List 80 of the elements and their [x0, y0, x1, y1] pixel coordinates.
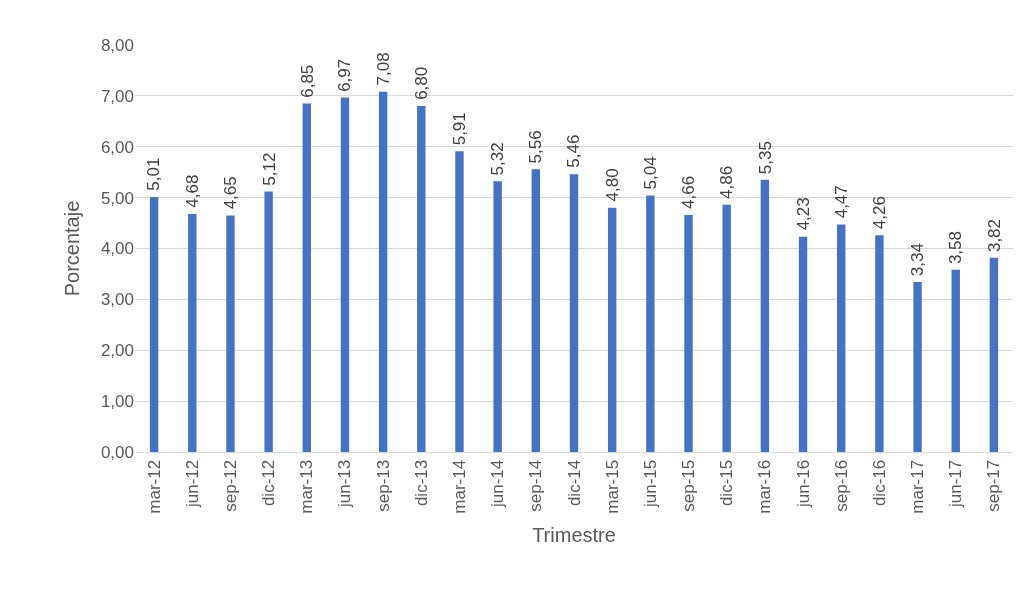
data-label: 5,56	[526, 130, 546, 164]
x-tick-label: sep-12	[220, 459, 240, 512]
x-tick-label: sep-15	[679, 459, 699, 512]
bar	[951, 269, 960, 452]
data-label: 3,58	[946, 231, 966, 265]
bar	[493, 181, 502, 452]
x-tick-label: dic-12	[259, 459, 279, 507]
data-label: 7,08	[373, 52, 393, 86]
bar	[378, 91, 388, 452]
data-label: 4,65	[220, 176, 240, 210]
bar	[569, 174, 579, 452]
x-tick-label: mar-13	[297, 459, 317, 514]
y-tick-label: 7,00	[100, 86, 134, 106]
bar	[226, 215, 235, 452]
y-tick-label: 4,00	[100, 239, 134, 259]
data-label: 3,34	[907, 243, 927, 277]
x-tick-label: sep-17	[984, 459, 1004, 512]
bar	[340, 97, 350, 452]
y-tick-label: 8,00	[100, 35, 134, 55]
data-label: 5,12	[259, 152, 279, 186]
data-label: 4,66	[679, 175, 699, 209]
data-label: 5,46	[564, 134, 584, 168]
x-tick-label: jun-15	[640, 459, 660, 509]
data-label: 4,68	[182, 174, 202, 208]
data-label: 4,26	[869, 196, 889, 230]
y-tick-label: 2,00	[100, 341, 134, 361]
bar	[188, 213, 197, 452]
data-label: 6,80	[411, 66, 431, 100]
bar	[264, 191, 273, 452]
data-label: 3,82	[984, 218, 1004, 253]
bar	[455, 151, 464, 452]
bar	[684, 214, 693, 452]
x-tick-label: mar-12	[144, 459, 164, 514]
data-label: 5,32	[487, 142, 507, 176]
bar	[607, 207, 617, 452]
data-label: 4,86	[717, 165, 737, 199]
x-tick-label: jun-14	[488, 459, 508, 509]
data-label: 5,91	[449, 112, 469, 146]
y-axis-title: Porcentaje	[61, 200, 84, 297]
x-tick-label: dic-16	[869, 459, 889, 507]
data-label: 6,85	[297, 64, 317, 98]
data-label: 4,47	[832, 185, 852, 219]
x-tick-label: dic-13	[411, 459, 431, 507]
bar	[722, 204, 731, 452]
x-tick-label: mar-14	[450, 459, 470, 514]
bar	[760, 179, 770, 452]
bar	[837, 224, 846, 452]
bar	[302, 103, 311, 452]
y-tick-label: 6,00	[100, 137, 134, 157]
bar	[913, 282, 922, 452]
bar	[798, 236, 808, 452]
bar	[531, 169, 541, 452]
x-tick-label: jun-12	[182, 459, 202, 509]
x-tick-label: sep-14	[526, 459, 546, 512]
x-axis-title: Trimestre	[532, 524, 616, 547]
y-tick-label: 0,00	[100, 442, 134, 462]
y-tick-label: 5,00	[100, 188, 134, 208]
x-tick-label: dic-15	[717, 459, 737, 507]
y-tick-label: 1,00	[100, 392, 134, 412]
x-tick-label: jun-17	[946, 459, 966, 509]
x-tick-label: mar-17	[908, 459, 928, 514]
data-label: 5,04	[641, 156, 661, 190]
data-label: 6,97	[335, 58, 355, 92]
x-tick-label: mar-16	[755, 459, 775, 514]
x-tick-label: sep-13	[373, 459, 393, 512]
bar	[646, 195, 655, 452]
bar	[875, 235, 884, 452]
data-label: 4,80	[602, 168, 622, 202]
bar	[989, 257, 999, 452]
x-tick-label: jun-13	[335, 459, 355, 509]
x-tick-label: dic-14	[564, 459, 584, 507]
bar	[149, 197, 159, 452]
y-tick-label: 3,00	[100, 290, 134, 310]
data-label: 4,23	[793, 197, 813, 231]
x-tick-label: jun-16	[793, 459, 813, 509]
data-label: 5,01	[144, 157, 164, 191]
data-label: 5,35	[755, 141, 775, 175]
x-tick-label: sep-16	[831, 459, 851, 512]
x-tick-label: mar-15	[602, 459, 622, 514]
bar	[417, 106, 426, 452]
